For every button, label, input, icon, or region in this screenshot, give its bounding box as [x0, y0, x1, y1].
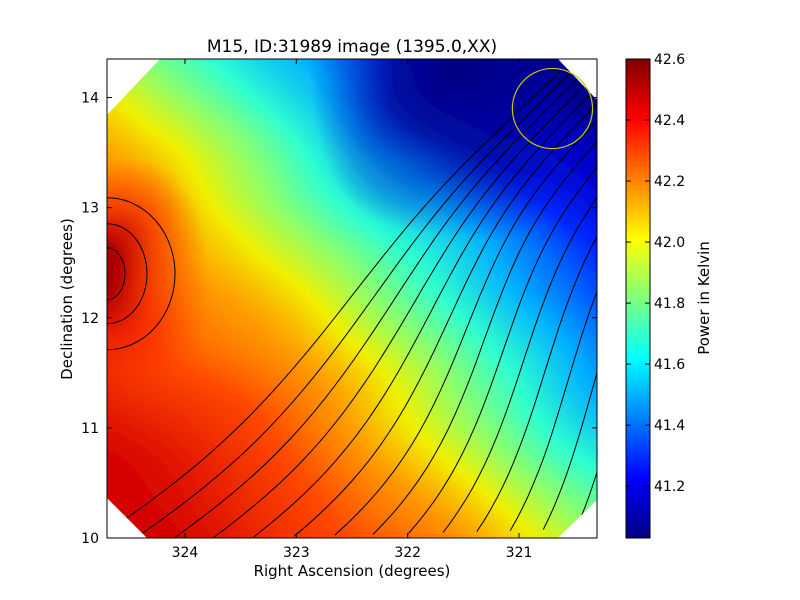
contour-line — [107, 197, 176, 351]
contour-line — [372, 59, 597, 535]
x-tick-label: 324 — [172, 545, 199, 561]
colorbar-tick-label: 42.2 — [654, 174, 685, 190]
colorbar-label: Power in Kelvin — [695, 241, 713, 355]
y-axis: 10 11 12 13 14 — [81, 91, 597, 547]
plot-frame — [106, 58, 598, 539]
y-tick-label: 10 — [81, 531, 99, 547]
contour-line — [542, 59, 597, 530]
chart-title: M15, ID:31989 image (1395.0,XX) — [207, 37, 497, 57]
contour-line — [173, 66, 590, 538]
contour-line — [442, 59, 597, 533]
contour-line — [213, 64, 597, 538]
contour-line — [293, 61, 597, 537]
colorbar-tick-label: 41.6 — [654, 357, 685, 373]
colorbar-tick-label: 42.6 — [654, 52, 685, 68]
contour-line — [107, 247, 126, 301]
colorbar-tick-label: 41.4 — [654, 418, 685, 434]
contour-line — [334, 60, 597, 536]
contour-line — [133, 67, 576, 538]
contour-line — [107, 69, 563, 538]
contour-line — [107, 223, 148, 325]
y-tick-label: 13 — [81, 201, 99, 217]
beam-marker-circle — [511, 67, 594, 150]
colorbar-tick-label: 41.8 — [654, 296, 685, 312]
colorbar-tick-label: 41.2 — [654, 479, 685, 495]
x-tick-label: 321 — [506, 545, 533, 561]
x-axis: 324 323 322 321 — [172, 59, 533, 561]
x-axis-label: Right Ascension (degrees) — [254, 562, 451, 580]
y-tick-label: 11 — [81, 421, 99, 437]
colorbar-ticks: 41.2 41.4 41.6 41.8 42.0 42.2 42.4 42.6 — [626, 52, 685, 495]
colorbar-tick-label: 42.0 — [654, 235, 685, 251]
y-axis-label: Declination (degrees) — [58, 218, 76, 380]
x-tick-label: 322 — [394, 545, 421, 561]
x-tick-label: 323 — [283, 545, 310, 561]
colorbar — [625, 58, 651, 539]
colorbar-tick-label: 42.4 — [654, 113, 685, 129]
contour-line — [408, 59, 597, 534]
y-tick-label: 14 — [81, 91, 99, 107]
heatmap-field — [107, 59, 597, 538]
y-tick-label: 12 — [81, 311, 99, 327]
contour-line — [509, 59, 597, 531]
contour-lines — [107, 59, 597, 538]
contour-line — [253, 63, 597, 538]
contour-line — [476, 59, 597, 532]
